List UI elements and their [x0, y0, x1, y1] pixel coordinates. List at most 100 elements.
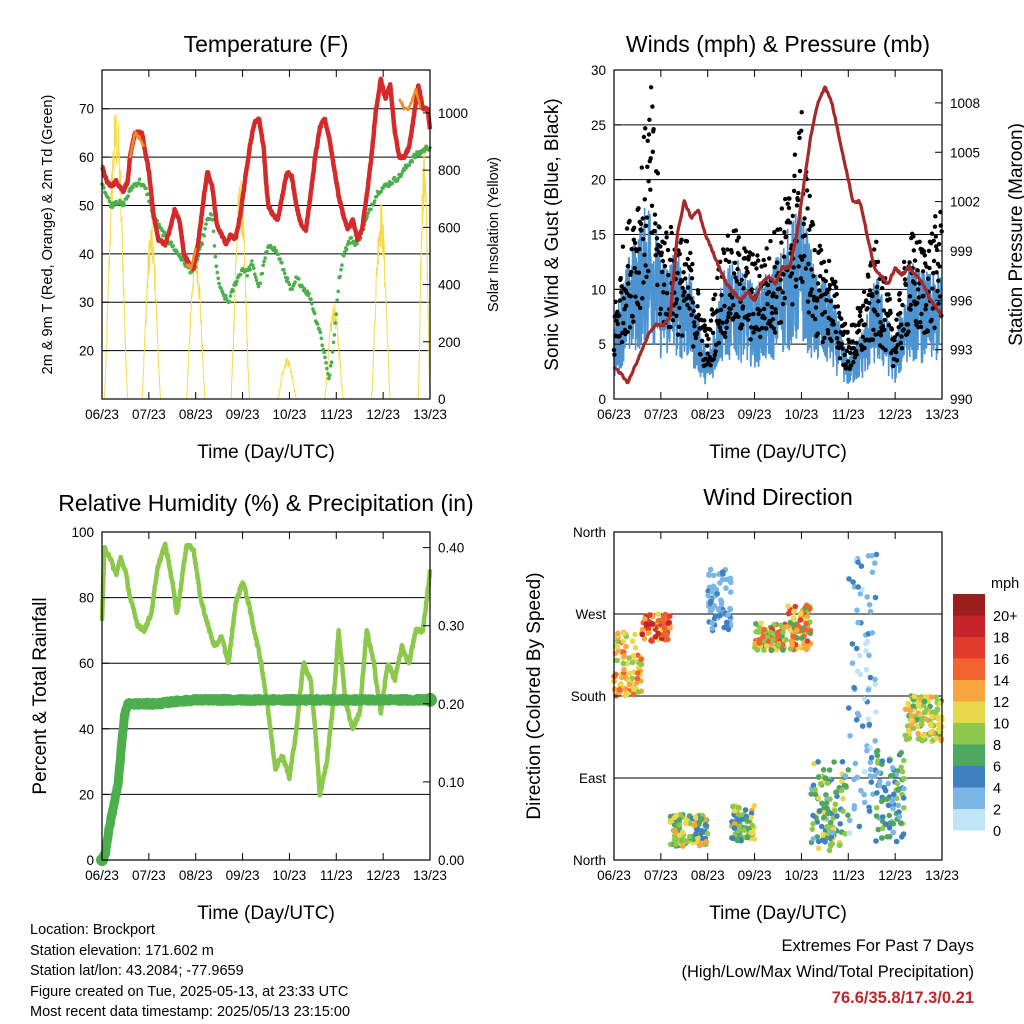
gust-point [770, 317, 776, 322]
gust-point [679, 279, 685, 284]
gust-point [793, 284, 798, 289]
direction-point [616, 686, 623, 693]
gust-point [887, 297, 892, 302]
direction-point [911, 693, 918, 700]
dewpoint-point [290, 287, 295, 291]
gust-point [673, 301, 679, 306]
direction-point [872, 676, 878, 683]
direction-point [900, 795, 907, 801]
dewpoint-point [262, 259, 266, 264]
humidity-line [99, 541, 433, 798]
direction-point [886, 757, 893, 764]
dewpoint-point [169, 240, 174, 244]
x-tick-label: 07/23 [132, 868, 166, 883]
gust-point [880, 324, 886, 329]
insolation-line [417, 144, 431, 400]
direction-point [707, 608, 714, 614]
direction-point [821, 809, 827, 816]
direction-point [753, 621, 759, 627]
direction-point [861, 799, 868, 806]
x-tick-label: 06/23 [597, 868, 631, 883]
legend-label: 6 [993, 759, 1001, 775]
dewpoint-point [331, 340, 336, 345]
gust-point [687, 306, 692, 311]
gust-point [648, 187, 653, 192]
y-tick-label: 30 [79, 295, 94, 310]
direction-point [828, 834, 835, 840]
dewpoint-point [321, 347, 326, 352]
gust-point [878, 320, 883, 325]
gust-point [638, 221, 644, 226]
gust-point [751, 330, 756, 335]
y-tick-label: 40 [79, 722, 94, 737]
plot-frame [101, 69, 431, 400]
direction-point [672, 837, 678, 843]
legend-swatch [953, 615, 985, 637]
dewpoint-point [251, 263, 255, 268]
gust-point [862, 345, 867, 351]
gust-point [692, 324, 697, 329]
gust-point [629, 269, 634, 275]
gust-point [913, 318, 919, 324]
legend-label: 16 [993, 652, 1009, 668]
gust-point [883, 347, 888, 353]
gust-point [642, 197, 647, 202]
dewpoint-point [424, 144, 429, 149]
direction-point [817, 781, 824, 787]
dewpoint-point [282, 268, 286, 272]
direction-point [900, 831, 907, 837]
direction-point [739, 816, 745, 823]
dewpoint-point [329, 360, 334, 365]
gust-point [725, 233, 731, 238]
gust-point [915, 300, 920, 306]
gust-point [708, 318, 714, 323]
gust-point [876, 299, 881, 304]
dewpoint-point [122, 203, 127, 207]
x-tick-label: 11/23 [320, 868, 353, 883]
gust-point [666, 273, 671, 278]
direction-point [871, 773, 878, 779]
direction-point [879, 758, 886, 764]
direction-point [849, 660, 856, 666]
dewpoint-point [253, 272, 257, 277]
dewpoint-point [203, 226, 207, 231]
gust-point [650, 104, 655, 109]
direction-point [672, 830, 679, 836]
direction-point [859, 723, 866, 729]
direction-point [825, 810, 831, 817]
gust-point [911, 234, 916, 239]
gust-point [803, 266, 809, 271]
direction-point [634, 675, 641, 682]
direction-point [785, 603, 791, 609]
y-tick-label: 40 [79, 247, 94, 262]
gust-point [759, 264, 764, 269]
gust-point [848, 363, 854, 368]
direction-point [719, 576, 726, 583]
gust-point [891, 363, 896, 369]
direction-point [851, 806, 857, 812]
direction-point [822, 839, 828, 845]
direction-point [869, 630, 876, 636]
gust-point [926, 248, 932, 254]
direction-point [723, 585, 729, 591]
dewpoint-point [212, 244, 217, 248]
direction-point [705, 588, 711, 594]
direction-point [706, 572, 712, 579]
gust-point [642, 252, 647, 258]
direction-point [731, 825, 738, 831]
gust-point [811, 273, 816, 279]
gust-point [702, 323, 707, 328]
gust-point [795, 197, 801, 203]
x-tick-label: 10/23 [273, 868, 307, 883]
gust-point [797, 135, 802, 141]
direction-point [895, 787, 902, 793]
x-tick-label: 08/23 [691, 868, 725, 883]
gust-point [854, 352, 860, 357]
direction-point [837, 842, 843, 848]
direction-point [895, 802, 902, 809]
dewpoint-point [312, 311, 317, 316]
gust-point [735, 266, 740, 272]
gust-point [696, 312, 701, 318]
direction-point [872, 594, 879, 601]
gust-point [772, 265, 777, 270]
